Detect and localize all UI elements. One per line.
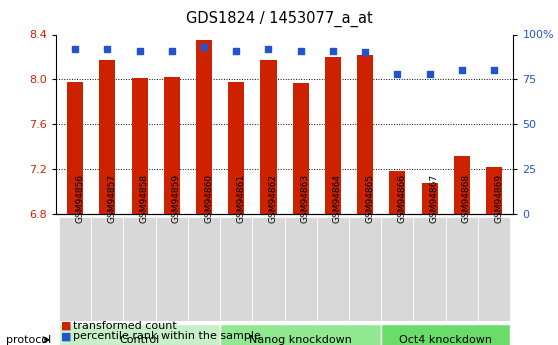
- Text: GSM94867: GSM94867: [430, 174, 439, 223]
- Point: [264, 46, 273, 52]
- Bar: [123, 217, 156, 321]
- Text: ■: ■: [61, 332, 72, 341]
- Bar: [220, 324, 381, 345]
- Bar: [478, 217, 510, 321]
- Bar: [92, 217, 123, 321]
- Bar: [486, 167, 502, 214]
- Bar: [381, 324, 510, 345]
- Bar: [454, 156, 470, 214]
- Bar: [132, 78, 148, 214]
- Bar: [163, 77, 180, 214]
- Point: [296, 48, 305, 53]
- Text: GSM94860: GSM94860: [204, 174, 213, 223]
- Text: GSM94861: GSM94861: [236, 174, 246, 223]
- Bar: [99, 60, 116, 214]
- Point: [200, 44, 209, 50]
- Point: [232, 48, 240, 53]
- Bar: [228, 81, 244, 214]
- Bar: [220, 217, 252, 321]
- Bar: [349, 217, 381, 321]
- Text: GSM94856: GSM94856: [75, 174, 84, 223]
- Text: Oct4 knockdown: Oct4 knockdown: [399, 335, 492, 345]
- Bar: [59, 217, 92, 321]
- Bar: [188, 217, 220, 321]
- Point: [329, 48, 338, 53]
- Text: GSM94865: GSM94865: [365, 174, 374, 223]
- Bar: [261, 60, 277, 214]
- Bar: [325, 57, 341, 214]
- Point: [167, 48, 176, 53]
- Bar: [421, 183, 437, 214]
- Text: GSM94862: GSM94862: [268, 174, 277, 223]
- Bar: [196, 40, 212, 214]
- Text: GSM94868: GSM94868: [462, 174, 471, 223]
- Point: [360, 50, 369, 55]
- Point: [425, 71, 434, 77]
- Bar: [389, 171, 406, 214]
- Bar: [357, 55, 373, 214]
- Text: GSM94859: GSM94859: [172, 174, 181, 223]
- Text: ■: ■: [61, 321, 72, 331]
- Text: transformed count: transformed count: [73, 321, 176, 331]
- Point: [458, 68, 466, 73]
- Text: protocol: protocol: [6, 335, 51, 345]
- Text: GSM94858: GSM94858: [140, 174, 148, 223]
- Bar: [381, 217, 413, 321]
- Bar: [317, 217, 349, 321]
- Bar: [252, 217, 285, 321]
- Text: Control: Control: [119, 335, 160, 345]
- Text: percentile rank within the sample: percentile rank within the sample: [73, 332, 261, 341]
- Text: GSM94866: GSM94866: [397, 174, 406, 223]
- Text: GSM94864: GSM94864: [333, 174, 342, 223]
- Point: [393, 71, 402, 77]
- Point: [71, 46, 80, 52]
- Point: [135, 48, 144, 53]
- Bar: [59, 324, 220, 345]
- Bar: [67, 81, 83, 214]
- Bar: [285, 217, 317, 321]
- Bar: [292, 83, 309, 214]
- Point: [103, 46, 112, 52]
- Text: GSM94857: GSM94857: [107, 174, 117, 223]
- Bar: [413, 217, 446, 321]
- Text: GSM94863: GSM94863: [301, 174, 310, 223]
- Text: GDS1824 / 1453077_a_at: GDS1824 / 1453077_a_at: [186, 10, 372, 27]
- Text: Nanog knockdown: Nanog knockdown: [249, 335, 352, 345]
- Bar: [156, 217, 188, 321]
- Point: [489, 68, 498, 73]
- Text: GSM94869: GSM94869: [494, 174, 503, 223]
- Bar: [446, 217, 478, 321]
